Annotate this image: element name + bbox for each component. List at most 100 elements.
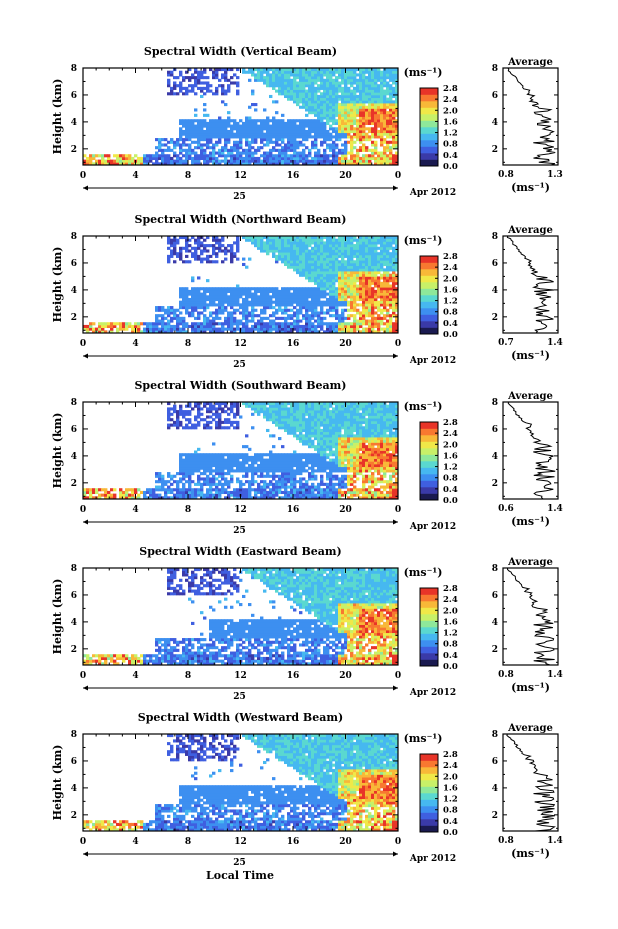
heatmap-cell xyxy=(347,268,351,272)
heatmap-cell xyxy=(218,154,222,158)
heatmap-cell xyxy=(389,276,393,280)
heatmap-cell xyxy=(245,308,249,312)
heatmap-cell xyxy=(194,127,198,131)
heatmap-cell xyxy=(368,287,372,291)
heatmap-cell xyxy=(383,249,387,253)
heatmap-cell xyxy=(119,327,123,331)
heatmap-cell xyxy=(194,469,198,473)
heatmap-cell xyxy=(332,300,336,304)
heatmap-cell xyxy=(326,308,330,312)
heatmap-cell xyxy=(365,154,369,158)
heatmap-cell xyxy=(392,89,396,93)
heatmap-cell xyxy=(296,271,300,275)
heatmap-cell xyxy=(239,453,243,457)
heatmap-cell xyxy=(215,426,219,430)
heatmap-cell xyxy=(371,324,375,329)
heatmap-cell xyxy=(380,162,384,166)
heatmap-cell xyxy=(299,156,303,161)
heatmap-cell xyxy=(362,289,366,293)
heatmap-cell xyxy=(380,84,384,88)
heatmap-cell xyxy=(203,129,207,134)
heatmap-cell xyxy=(308,262,312,267)
heatmap-cell xyxy=(206,488,210,492)
heatmap-cell xyxy=(311,86,315,90)
heatmap-cell xyxy=(245,238,249,242)
heatmap-cell xyxy=(101,488,105,492)
heatmap-cell xyxy=(173,238,177,242)
heatmap-cell xyxy=(320,257,324,261)
heatmap-cell xyxy=(287,303,291,307)
heatmap-cell xyxy=(323,271,327,275)
heatmap-cell xyxy=(368,236,372,240)
heatmap-cell xyxy=(368,244,372,248)
heatmap-cell xyxy=(197,244,201,248)
heatmap-cell xyxy=(377,265,381,269)
heatmap-cell xyxy=(200,407,204,411)
heatmap-cell xyxy=(281,140,285,144)
heatmap-cell xyxy=(359,146,363,150)
heatmap-cell xyxy=(260,146,264,150)
heatmap-cell xyxy=(389,252,393,256)
heatmap-cell xyxy=(347,100,351,104)
heatmap-cell xyxy=(293,162,297,166)
heatmap-cell xyxy=(239,127,243,131)
heatmap-cell xyxy=(326,279,330,283)
heatmap-cell xyxy=(362,252,366,256)
heatmap-cell xyxy=(218,404,222,408)
heatmap-cell xyxy=(296,159,300,163)
heatmap-cell xyxy=(224,295,228,299)
heatmap-cell xyxy=(209,156,213,161)
heatmap-cell xyxy=(95,327,99,331)
heatmap-cell xyxy=(194,461,198,465)
heatmap-cell xyxy=(134,488,138,492)
heatmap-cell xyxy=(158,140,162,144)
heatmap-cell xyxy=(389,289,393,293)
heatmap-cell xyxy=(278,300,282,304)
heatmap-cell xyxy=(293,146,297,150)
heatmap-cell xyxy=(215,455,219,459)
heatmap-cell xyxy=(194,156,198,161)
heatmap-cell xyxy=(389,148,393,152)
heatmap-cell xyxy=(389,73,393,77)
heatmap-cell xyxy=(236,284,240,288)
heatmap-cell xyxy=(392,254,396,258)
heatmap-cell xyxy=(224,78,228,82)
heatmap-cell xyxy=(257,297,261,302)
heatmap-cell xyxy=(389,319,393,323)
heatmap-cell xyxy=(284,241,288,245)
heatmap-cell xyxy=(329,146,333,150)
heatmap-cell xyxy=(296,132,300,136)
heatmap-cell xyxy=(233,415,237,419)
heatmap-cell xyxy=(254,480,258,484)
heatmap-cell xyxy=(311,327,315,331)
heatmap-cell xyxy=(236,496,240,500)
heatmap-cell xyxy=(293,292,297,296)
heatmap-cell xyxy=(374,254,378,258)
heatmap-cell xyxy=(290,92,294,96)
heatmap-cell xyxy=(278,143,282,147)
heatmap-cell xyxy=(347,129,351,134)
heatmap-cell xyxy=(383,97,387,101)
heatmap-cell xyxy=(365,249,369,253)
heatmap-cell xyxy=(257,404,261,408)
heatmap-cell xyxy=(215,68,219,72)
heatmap-cell xyxy=(302,121,306,125)
heatmap-cell xyxy=(251,466,255,470)
heatmap-cell xyxy=(302,97,306,101)
heatmap-cell xyxy=(374,238,378,242)
heatmap-cell xyxy=(197,455,201,459)
heatmap-cell xyxy=(290,287,294,291)
heatmap-cell xyxy=(170,423,174,427)
heatmap-cell xyxy=(377,314,381,318)
heatmap-cell xyxy=(224,121,228,125)
heatmap-cell xyxy=(179,73,183,77)
heatmap-cell xyxy=(167,496,171,500)
heatmap-cell xyxy=(356,86,360,90)
heatmap-cell xyxy=(389,257,393,261)
heatmap-cell xyxy=(338,108,342,112)
heatmap-cell xyxy=(374,108,378,112)
heatmap-cell xyxy=(302,148,306,152)
heatmap-cell xyxy=(212,249,216,253)
heatmap-cell xyxy=(242,159,246,163)
heatmap-cell xyxy=(347,124,351,128)
